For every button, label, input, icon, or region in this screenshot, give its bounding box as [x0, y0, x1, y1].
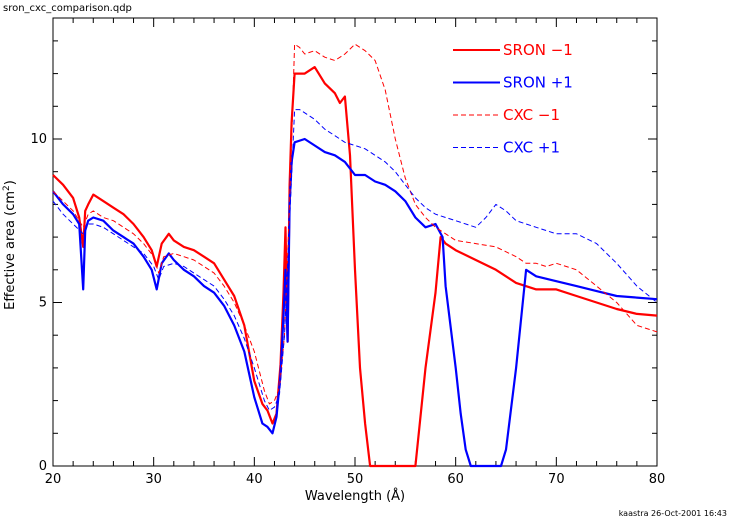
legend-entry: SRON −1	[503, 41, 573, 59]
chart-title: sron_cxc_comparison.qdp	[3, 3, 132, 14]
legend-entry: SRON +1	[503, 74, 573, 92]
y-tick-label: 10	[30, 132, 47, 147]
y-axis-label: Effective area (cm2)	[2, 180, 18, 310]
series-line-sron-1	[52, 137, 658, 468]
legend: SRON −1 SRON +1 CXC −1 CXC +1	[453, 41, 573, 157]
x-tick-label: 80	[649, 472, 666, 487]
x-tick-label: 60	[447, 472, 464, 487]
x-tick-label: 70	[548, 472, 565, 487]
x-tick-label: 30	[145, 472, 162, 487]
tick-labels: 20 30 40 50 60 70 80 0 5 10	[30, 132, 665, 487]
series-lines	[52, 43, 658, 468]
y-tick-label: 0	[39, 459, 47, 474]
x-axis-label: Wavelength (Å)	[305, 488, 405, 504]
legend-entry: CXC +1	[503, 139, 560, 157]
x-tick-label: 20	[45, 472, 62, 487]
x-tick-label: 40	[246, 472, 263, 487]
y-tick-label: 5	[39, 295, 47, 310]
series-line-cxc-1	[52, 109, 658, 411]
footer-credit: kaastra 26-Oct-2001 16:43	[619, 509, 727, 518]
legend-entry: CXC −1	[503, 106, 560, 124]
series-line-cxc-1	[52, 43, 658, 405]
x-tick-label: 50	[347, 472, 364, 487]
